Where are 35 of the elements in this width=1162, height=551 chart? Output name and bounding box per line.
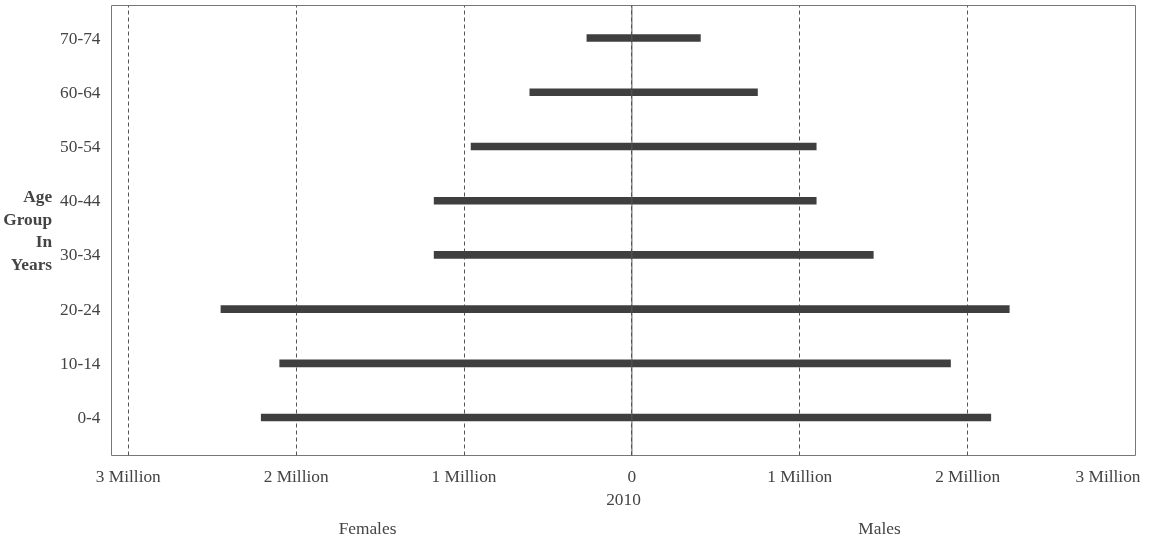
bar [631,251,874,259]
bar [631,34,701,42]
y-tick-label: 50-54 [60,136,101,156]
y-tick-label: 30-34 [60,245,101,265]
bar [631,413,992,422]
bar [586,34,632,42]
bar [631,142,817,151]
bar [470,142,632,151]
y-axis-title: Age Group In Years [3,186,53,275]
text: Males [858,518,901,538]
y-tick-label: 60-64 [60,82,101,102]
bar [529,88,632,97]
y-tick-label: 0-4 [77,408,101,428]
x-tick-label: 0 [627,466,637,486]
bar [260,413,632,422]
bar [631,359,951,368]
x-tick-label: 1 Million [431,466,497,486]
y-tick-label: 20-24 [60,299,101,319]
bar [631,305,1010,313]
x-tick-label: 3 Million [95,466,162,486]
y-tick-label: 10-14 [60,353,101,373]
bar [433,196,632,205]
x-tick-label: 2 Million [935,466,1001,486]
y-tick-label: 40-44 [60,191,101,211]
bar [631,88,758,97]
bar [433,251,632,259]
x-axis-title: 2010 [606,489,641,509]
y-tick-label: 70-74 [60,28,101,48]
x-tick-label: 2 Million [263,466,329,486]
x-tick-label: 1 Million [767,466,833,486]
bar [220,305,632,313]
bar [279,359,632,368]
x-tick-label: 3 Million [1075,466,1141,486]
text: Females [338,518,397,538]
bar [631,196,817,205]
